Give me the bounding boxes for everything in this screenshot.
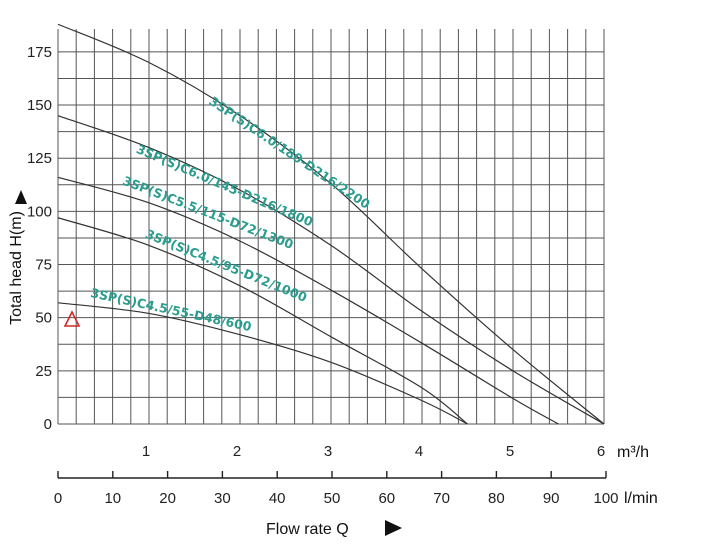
secondary-tick-label: 20 bbox=[159, 490, 176, 507]
y-tick-label: 0 bbox=[44, 416, 52, 433]
y-tick-labels: 0 25 50 75 100 125 150 175 bbox=[27, 44, 52, 433]
grid bbox=[57, 29, 605, 425]
y-tick-label: 50 bbox=[35, 310, 52, 327]
secondary-tick-label: 100 bbox=[593, 490, 618, 507]
secondary-tick-label: 60 bbox=[378, 490, 395, 507]
secondary-tick-label: 90 bbox=[543, 490, 560, 507]
secondary-tick-label: 40 bbox=[269, 490, 286, 507]
x-tick-labels: 1 2 3 4 5 6 bbox=[142, 443, 605, 460]
x-unit-secondary: l/min bbox=[624, 490, 658, 507]
secondary-tick-label: 50 bbox=[324, 490, 341, 507]
series-line bbox=[57, 302, 468, 425]
secondary-tick-label: 70 bbox=[433, 490, 450, 507]
x-tick-label: 6 bbox=[597, 443, 605, 460]
x-tick-label: 4 bbox=[415, 443, 423, 460]
y-tick-label: 25 bbox=[35, 363, 52, 380]
y-tick-label: 100 bbox=[27, 203, 52, 220]
secondary-tick-label: 80 bbox=[488, 490, 505, 507]
x-tick-label: 2 bbox=[233, 443, 241, 460]
marker-triangle-icon bbox=[63, 310, 81, 327]
y-tick-label: 150 bbox=[27, 97, 52, 114]
series-label: 3SP(S)C4.5/55-D48/600 bbox=[89, 285, 253, 334]
y-axis-arrow-icon bbox=[15, 190, 27, 204]
curves bbox=[57, 23, 605, 425]
x-axis-title: Flow rate Q bbox=[266, 521, 349, 538]
secondary-tick-label: 10 bbox=[104, 490, 121, 507]
x-tick-label: 5 bbox=[506, 443, 514, 460]
secondary-tick-label: 0 bbox=[54, 490, 62, 507]
x-tick-label: 1 bbox=[142, 443, 150, 460]
series-line bbox=[57, 23, 605, 425]
x-axis-arrow-icon bbox=[385, 520, 402, 536]
secondary-x-axis: 0 10 20 30 40 50 60 70 80 90 100 bbox=[54, 471, 619, 507]
secondary-tick-label: 30 bbox=[214, 490, 231, 507]
series-line bbox=[57, 115, 605, 425]
x-unit-primary: m³/h bbox=[617, 444, 649, 461]
series-line bbox=[57, 217, 468, 425]
x-tick-label: 3 bbox=[324, 443, 332, 460]
series-line bbox=[57, 176, 559, 425]
y-tick-label: 175 bbox=[27, 44, 52, 61]
y-tick-label: 125 bbox=[27, 150, 52, 167]
y-axis-title: Total head H(m) bbox=[8, 211, 25, 325]
y-tick-label: 75 bbox=[35, 257, 52, 274]
